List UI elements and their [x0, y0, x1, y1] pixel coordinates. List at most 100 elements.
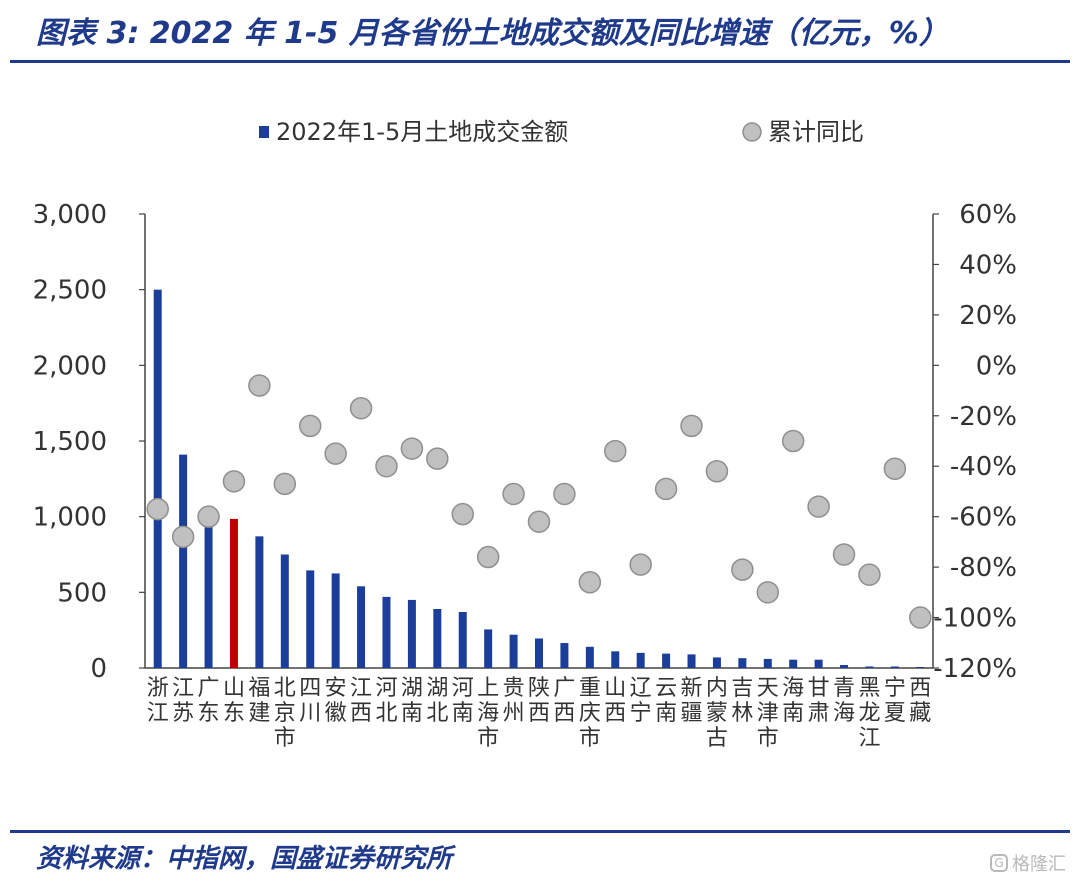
yoy-point-重庆市	[578, 570, 602, 594]
bar-黑龙江	[865, 666, 874, 668]
bar-云南	[662, 653, 671, 668]
bar-江苏	[179, 454, 188, 668]
yoy-point-四川	[298, 414, 322, 438]
footer-rule	[10, 830, 1070, 833]
yoy-point-青海	[832, 543, 856, 566]
x-axis-category-label: 上海市	[477, 676, 499, 751]
left-axis-tick-label: 3,000	[33, 200, 107, 230]
yoy-point-宁夏	[883, 457, 907, 480]
right-axis-tick-label: -60%	[950, 503, 1017, 533]
x-axis-category-label: 江西	[350, 676, 372, 726]
left-axis-tick-label: 0	[90, 654, 107, 684]
left-axis-tick-label: 1,000	[33, 503, 107, 533]
bar-陕西	[535, 638, 543, 668]
yoy-point-海南	[781, 429, 805, 453]
x-axis-category-label: 云南	[655, 676, 677, 726]
legend-dot-swatch	[742, 122, 762, 142]
yoy-point-河北	[375, 454, 398, 478]
x-axis-category-label: 西藏	[909, 676, 931, 726]
yoy-point-新疆	[680, 414, 703, 438]
chart-legend: 2022年1-5月土地成交金额 累计同比	[259, 118, 864, 146]
x-axis-category-label: 黑龙江	[858, 676, 880, 751]
bar-新疆	[687, 654, 696, 668]
bar-天津市	[763, 658, 772, 668]
right-axis-tick-label: 20%	[959, 301, 1017, 331]
left-axis-tick-label: 500	[57, 578, 107, 608]
source-note: 资料来源：中指网，国盛证券研究所	[36, 844, 453, 874]
watermark-logo-icon: G	[990, 854, 1008, 872]
x-axis-category-label: 北京市	[274, 676, 296, 751]
chart-canvas: 2022年1-5月土地成交金额 累计同比 0 500 1,000 1,500 2,000…	[33, 118, 1017, 751]
x-axis-category-label: 重庆市	[579, 676, 601, 751]
x-axis-category-label: 内蒙古	[706, 676, 728, 751]
x-axis-category-label: 新疆	[681, 676, 703, 726]
bar-江西	[357, 586, 366, 668]
bar-浙江	[153, 289, 162, 668]
yoy-point-江西	[349, 396, 373, 420]
bar-西藏	[916, 667, 925, 668]
bar-青海	[840, 664, 849, 668]
yoy-point-山西	[604, 439, 627, 463]
yoy-point-安徽	[324, 442, 347, 465]
x-axis-category-label: 广东	[198, 676, 220, 726]
yoy-point-辽宁	[629, 553, 652, 576]
bar-贵州	[509, 634, 518, 668]
x-axis-category-label: 甘肃	[808, 676, 830, 726]
bar-山西	[611, 651, 620, 668]
yoy-point-西藏	[909, 606, 932, 629]
right-axis-tick-label: -80%	[950, 553, 1017, 583]
yoy-point-贵州	[502, 482, 525, 506]
legend-bar-swatch	[259, 126, 269, 138]
bar-上海市	[484, 629, 493, 668]
bar-宁夏	[890, 666, 899, 668]
bar-四川	[306, 570, 315, 668]
yoy-point-陕西	[527, 510, 551, 533]
x-axis-category-label: 山西	[604, 676, 626, 726]
yoy-point-湖北	[426, 447, 449, 470]
yoy-point-北京市	[273, 472, 297, 496]
yoy-point-云南	[654, 477, 678, 501]
yoy-point-天津市	[756, 581, 780, 604]
watermark: G 格隆汇	[990, 850, 1066, 876]
yoy-point-福建	[248, 374, 271, 397]
bar-内蒙古	[712, 657, 721, 668]
x-axis-category-label: 天津市	[757, 676, 779, 751]
bar-山东	[229, 518, 238, 668]
watermark-text: 格隆汇	[1012, 854, 1066, 875]
x-axis-category-label: 青海	[833, 676, 855, 726]
x-axis-category-label: 福建	[248, 676, 270, 726]
bar-河南	[458, 612, 467, 668]
figure-title: 图表 3: 2022 年 1-5 月各省份土地成交额及同比增速（亿元，%）	[36, 16, 949, 51]
x-axis-category-label: 山东	[223, 676, 245, 726]
x-axis-category-label: 浙江	[147, 676, 169, 726]
plot-area: 0 500 1,000 1,500 2,000 2,500 3,000 -120% -100% -…	[33, 200, 1017, 751]
left-axis-tick-label: 1,500	[33, 427, 107, 457]
yoy-point-河南	[451, 502, 474, 526]
right-axis-tick-label: -120%	[933, 654, 1017, 684]
right-axis-tick-label: -100%	[933, 604, 1017, 634]
yoy-point-甘肃	[807, 495, 830, 518]
x-axis-category-label: 四川	[299, 676, 321, 726]
right-axis-tick-label: 60%	[959, 200, 1017, 230]
x-axis-category-label: 贵州	[503, 676, 525, 726]
yoy-point-上海市	[476, 545, 500, 569]
bar-北京市	[280, 554, 289, 668]
yoy-point-山东	[222, 470, 246, 493]
yoy-point-吉林	[731, 558, 754, 581]
x-axis-category-label: 安徽	[325, 676, 347, 726]
right-axis-tick-label: -20%	[950, 402, 1017, 432]
bar-重庆市	[585, 646, 594, 668]
bar-广东	[204, 516, 213, 668]
bar-海南	[789, 659, 798, 668]
x-axis-category-label: 宁夏	[884, 676, 906, 726]
yoy-point-浙江	[146, 497, 169, 521]
x-axis-category-label: 河北	[375, 676, 397, 726]
bar-广西	[560, 643, 569, 668]
x-axis-category-label: 江苏	[172, 676, 194, 726]
x-axis-category-label: 广西	[553, 676, 575, 726]
bar-福建	[255, 536, 264, 668]
yoy-point-广东	[197, 505, 220, 528]
bar-吉林	[738, 658, 747, 668]
yoy-point-黑龙江	[858, 563, 881, 586]
x-axis-category-label: 河南	[452, 676, 474, 726]
